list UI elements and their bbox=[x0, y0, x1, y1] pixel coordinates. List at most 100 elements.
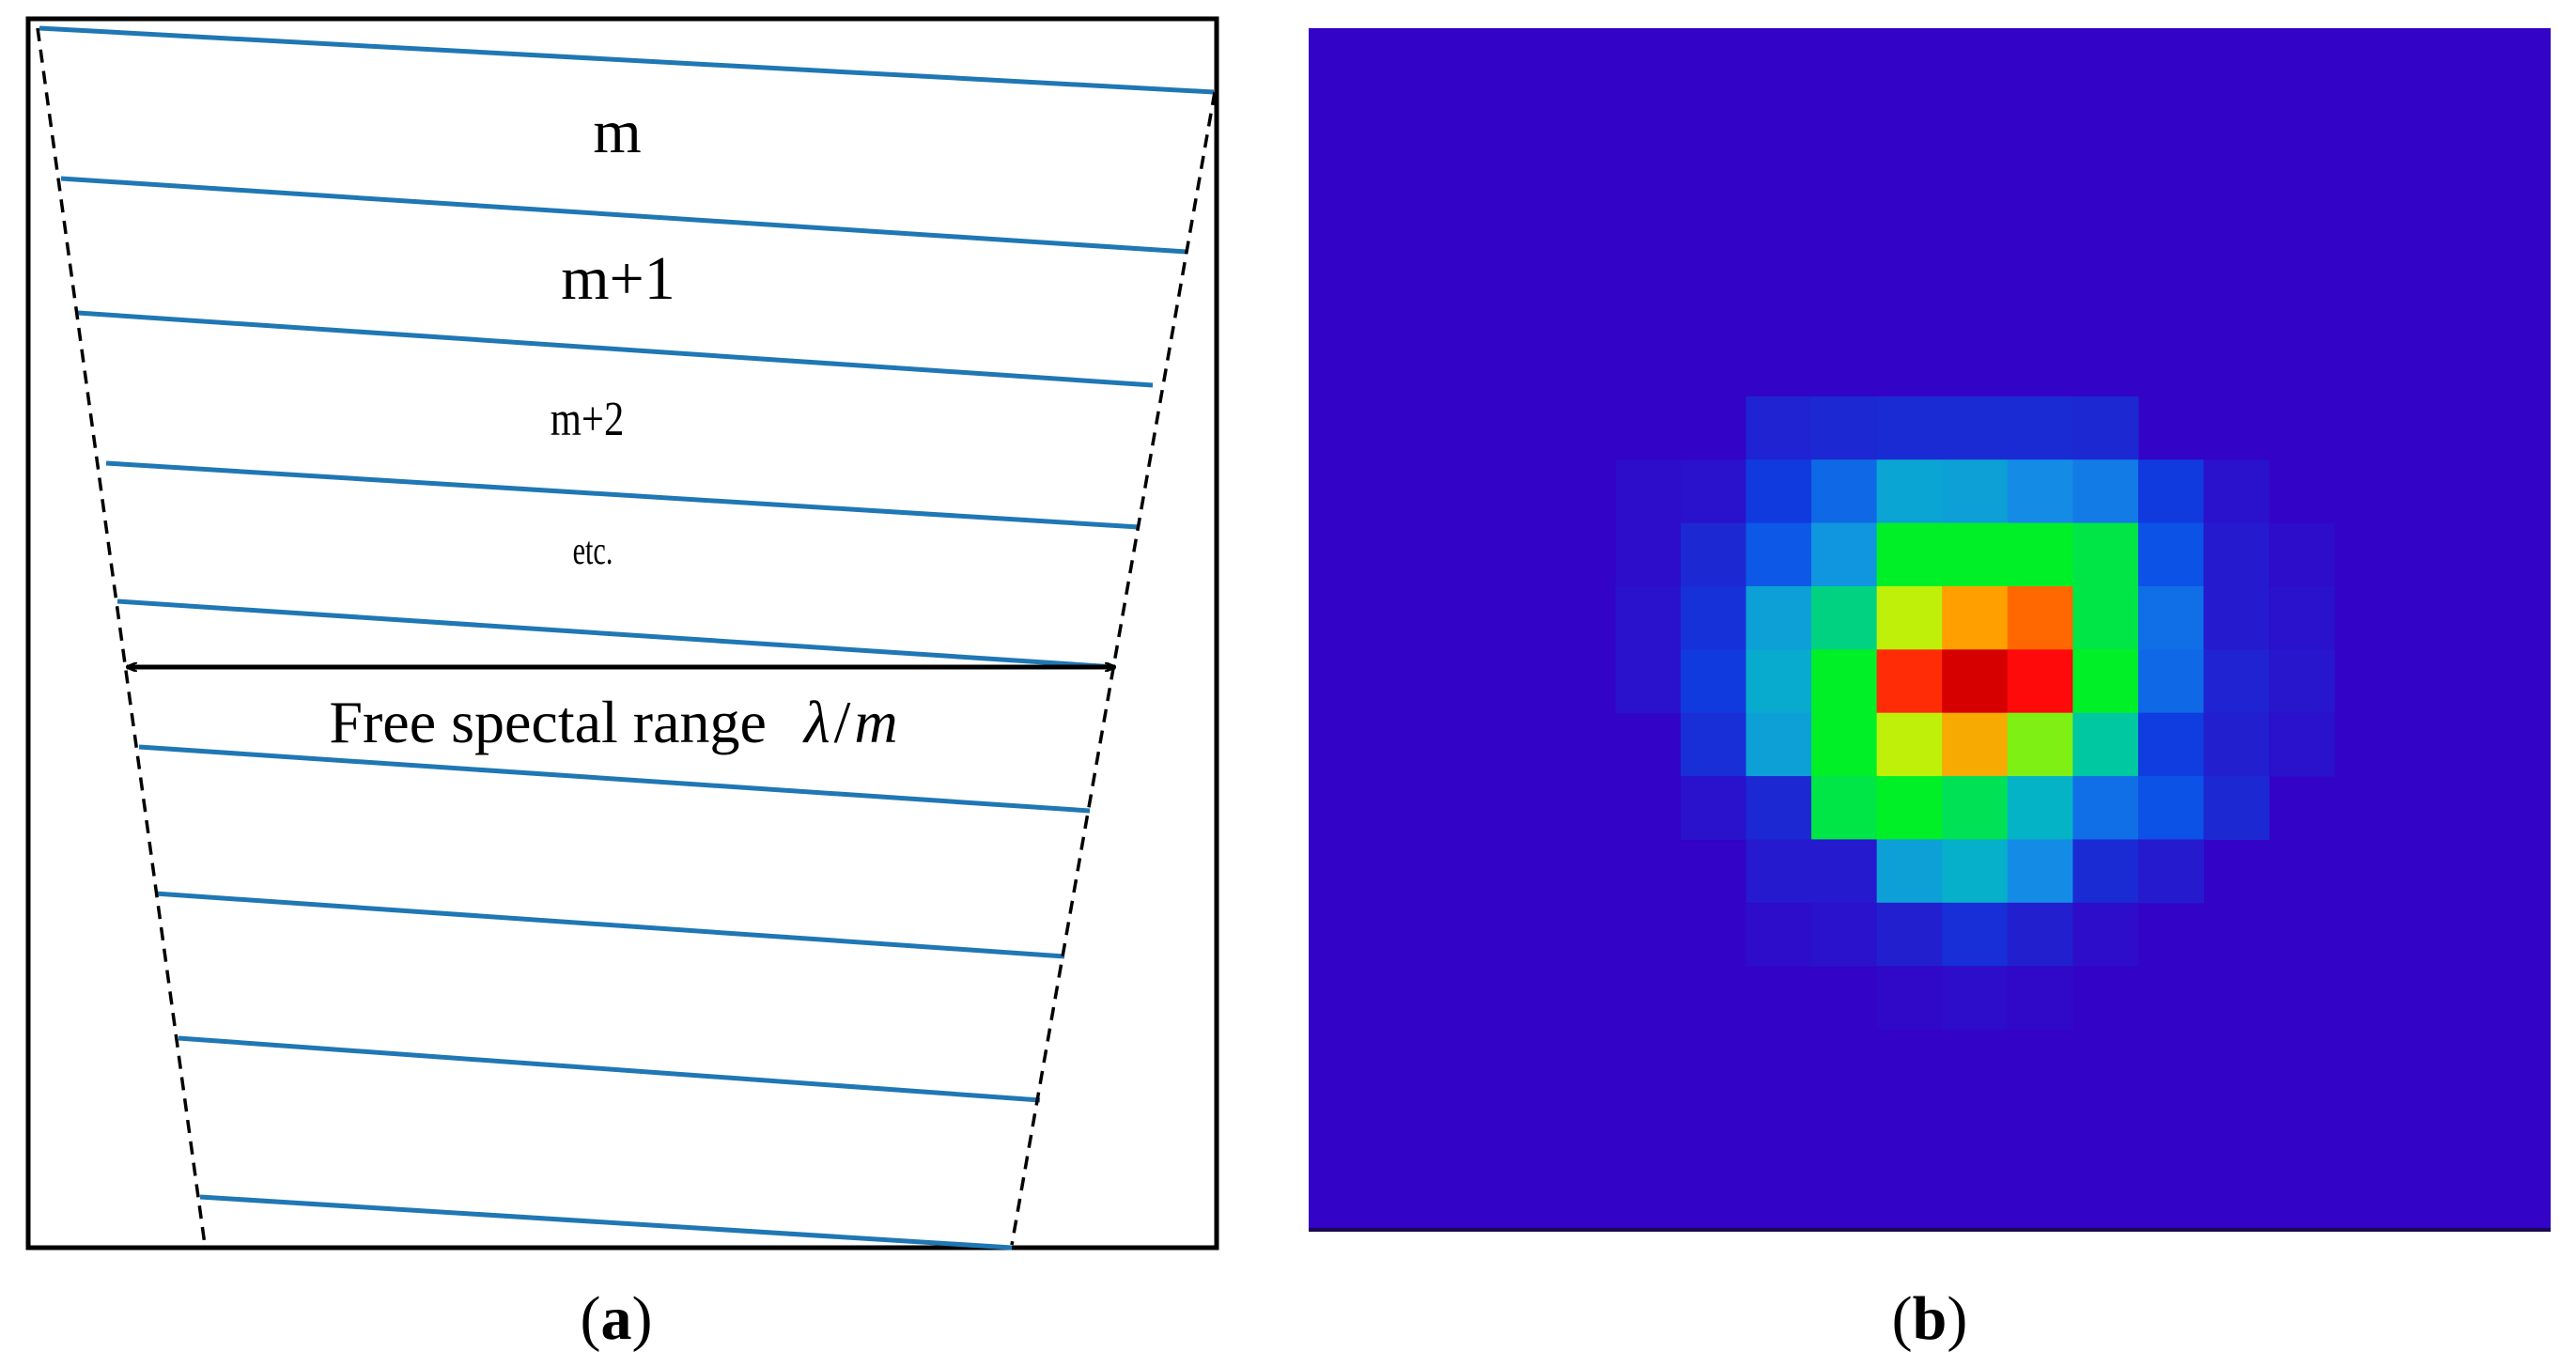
heatmap-cell bbox=[1942, 649, 2009, 714]
heatmap-cell bbox=[2269, 585, 2335, 650]
heatmap-cell bbox=[2137, 839, 2205, 904]
panel-a: m m+1 m+2 etc. Free spectal range λ/m bbox=[25, 16, 1219, 1250]
heatmap-cell bbox=[1811, 712, 1878, 777]
heatmap-cell bbox=[1942, 966, 2009, 1031]
heatmap-cell bbox=[2072, 712, 2139, 777]
heatmap-cell bbox=[1876, 649, 1943, 714]
heatmap-cell bbox=[2007, 712, 2073, 777]
heatmap-cell bbox=[2203, 776, 2270, 841]
caption-b-letter: b bbox=[1913, 1284, 1948, 1353]
heatmap-cell bbox=[1876, 396, 1943, 460]
free-spectral-range-label: Free spectal range λ/m bbox=[329, 689, 897, 755]
caption-a-close: ) bbox=[632, 1284, 653, 1353]
heatmap-cell bbox=[1942, 522, 2009, 587]
order-label-etc: etc. bbox=[573, 528, 613, 572]
heatmap-cell bbox=[1746, 396, 1812, 460]
order-line bbox=[39, 25, 1215, 95]
heatmap-cell bbox=[1876, 459, 1943, 524]
heatmap-cell bbox=[1942, 712, 2009, 777]
fsr-text: Free spectal range bbox=[329, 689, 767, 755]
order-line bbox=[154, 891, 1065, 959]
heatmap-cells bbox=[1615, 396, 2335, 1031]
heatmap-cell bbox=[1680, 776, 1747, 841]
heatmap-cell bbox=[1811, 839, 1878, 904]
heatmap-cell bbox=[1615, 522, 1682, 587]
caption-a-letter: a bbox=[601, 1284, 632, 1353]
heatmap-cell bbox=[2137, 776, 2205, 841]
caption-b-close: ) bbox=[1947, 1284, 1967, 1353]
heatmap-cell bbox=[2137, 459, 2205, 524]
order-line bbox=[199, 1194, 1013, 1250]
caption-b-open: ( bbox=[1892, 1284, 1913, 1353]
heatmap-cell bbox=[2072, 902, 2139, 967]
order-line bbox=[77, 310, 1154, 388]
heatmap-cell bbox=[1942, 585, 2009, 650]
heatmap-cell bbox=[1876, 585, 1943, 650]
heatmap-cell bbox=[2007, 649, 2073, 714]
order-line bbox=[60, 176, 1187, 255]
heatmap-cell bbox=[1680, 649, 1747, 714]
heatmap-cell bbox=[2007, 585, 2073, 650]
heatmap-cell bbox=[1680, 459, 1747, 524]
heatmap-cell bbox=[2007, 839, 2073, 904]
heatmap-cell bbox=[2269, 649, 2335, 714]
heatmap-cell bbox=[1615, 649, 1682, 714]
heatmap-cell bbox=[1615, 459, 1682, 524]
heatmap-cell bbox=[1942, 839, 2009, 904]
order-label-m-plus-1: m+1 bbox=[561, 244, 675, 313]
heatmap-cell bbox=[2137, 522, 2205, 587]
heatmap-cell bbox=[1811, 649, 1878, 714]
heatmap-cell bbox=[2203, 649, 2270, 714]
heatmap-cell bbox=[2007, 522, 2073, 587]
order-label-m-plus-2: m+2 bbox=[551, 393, 625, 446]
heatmap-cell bbox=[1746, 839, 1812, 904]
heatmap-cell bbox=[1811, 585, 1878, 650]
order-line bbox=[116, 598, 1116, 670]
caption-b: (b) bbox=[1892, 1284, 1968, 1353]
order-line bbox=[138, 744, 1091, 814]
heatmap-cell bbox=[2137, 649, 2205, 714]
heatmap-cell bbox=[2007, 966, 2073, 1031]
heatmap-cell bbox=[1811, 396, 1878, 460]
heatmap-cell bbox=[1746, 649, 1812, 714]
heatmap-cell bbox=[2072, 522, 2139, 587]
heatmap-cell bbox=[1942, 776, 2009, 841]
fsr-slash: / bbox=[834, 689, 851, 755]
heatmap-cell bbox=[2137, 712, 2205, 777]
fsr-lambda: λ bbox=[802, 689, 830, 755]
heatmap-cell bbox=[2203, 585, 2270, 650]
heatmap-cell bbox=[2007, 902, 2073, 967]
heatmap-cell bbox=[2007, 776, 2073, 841]
heatmap-cell bbox=[1746, 712, 1812, 777]
heatmap-cell bbox=[1746, 459, 1812, 524]
order-line bbox=[105, 460, 1140, 530]
heatmap-cell bbox=[1876, 902, 1943, 967]
order-line bbox=[178, 1035, 1041, 1103]
heatmap-cell bbox=[2072, 776, 2139, 841]
heatmap-cell bbox=[1811, 776, 1878, 841]
heatmap-cell bbox=[1811, 522, 1878, 587]
caption-a-open: ( bbox=[581, 1284, 601, 1353]
heatmap-cell bbox=[2072, 649, 2139, 714]
panel-b bbox=[1309, 28, 2551, 1232]
heatmap-cell bbox=[1942, 459, 2009, 524]
heatmap-cell bbox=[2269, 522, 2335, 587]
heatmap-cell bbox=[2269, 712, 2335, 777]
heatmap-cell bbox=[1811, 459, 1878, 524]
heatmap-cell bbox=[1811, 902, 1878, 967]
heatmap-cell bbox=[2203, 459, 2270, 524]
heatmap-cell bbox=[2007, 396, 2073, 460]
heatmap-cell bbox=[1746, 902, 1812, 967]
heatmap-cell bbox=[1746, 522, 1812, 587]
heatmap-cell bbox=[1876, 776, 1943, 841]
heatmap-cell bbox=[1746, 776, 1812, 841]
caption-a: (a) bbox=[581, 1284, 653, 1353]
heatmap-cell bbox=[1746, 585, 1812, 650]
order-label-m: m bbox=[593, 98, 641, 166]
heatmap-cell bbox=[2203, 522, 2270, 587]
heatmap-cell bbox=[1876, 712, 1943, 777]
fsr-m: m bbox=[854, 689, 897, 755]
heatmap-cell bbox=[2203, 712, 2270, 777]
heatmap-cell bbox=[1680, 712, 1747, 777]
